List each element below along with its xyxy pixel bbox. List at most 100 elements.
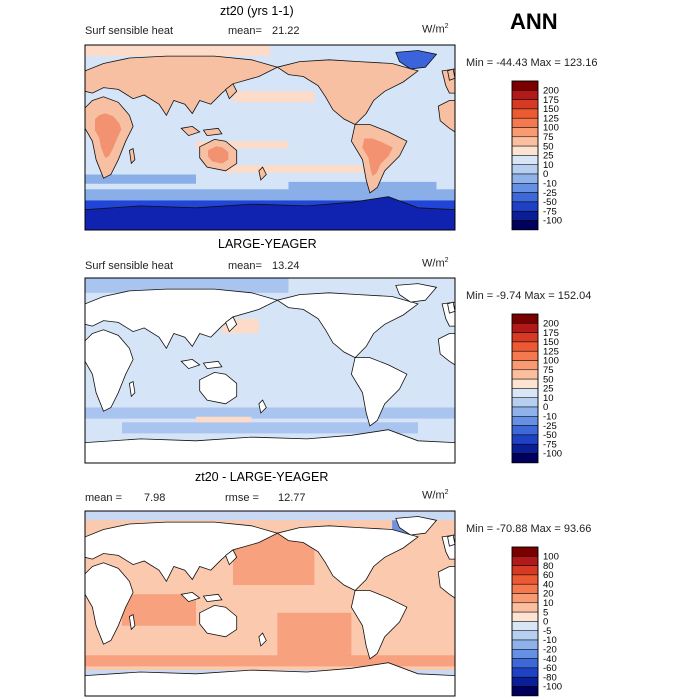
colorbar-level-11: -40 [543, 654, 557, 665]
colorbar-level-0: 200 [543, 319, 559, 330]
colorbar-swatch-11 [511, 183, 539, 193]
land-indonesia-1 [180, 358, 201, 370]
colorbar-level-4: 100 [543, 356, 559, 367]
colorbar-swatch-6 [511, 369, 539, 380]
land-africa-west [437, 333, 455, 366]
colorbar-level-10: -10 [543, 412, 557, 423]
panel-2-units: W/m2 [422, 257, 449, 270]
colorbar-level-9: -10 [543, 635, 557, 646]
southern-warm-streak [196, 416, 252, 423]
southern-cool-band-1 [85, 174, 196, 184]
north-pacific-warm [233, 533, 315, 585]
panel-1-mean-value: 21.22 [272, 25, 300, 37]
land-new-zealand [258, 632, 267, 647]
land-japan [225, 549, 238, 566]
colorbar-swatch-9 [511, 630, 539, 641]
colorbar-swatch-13 [511, 667, 539, 678]
land-eurasia [85, 521, 279, 583]
subtropical-warm-band [196, 141, 289, 149]
panel-3-rmse-value: 12.77 [278, 492, 306, 504]
colorbar-level-14: -100 [543, 449, 562, 460]
southern-cool-band-3 [85, 189, 455, 201]
land-europe-west [441, 68, 455, 94]
ocean-field [85, 278, 455, 463]
colorbar-swatch-7 [511, 378, 539, 389]
southern-band-2 [122, 422, 418, 434]
colorbar-swatch-11 [511, 416, 539, 426]
land-indonesia-2 [202, 593, 223, 603]
colorbar-swatch-2 [511, 565, 539, 576]
colorbar-swatch-1 [511, 556, 539, 566]
land-indonesia-1 [180, 125, 201, 137]
colorbar-swatch-15 [511, 686, 539, 697]
colorbar-swatch-0 [511, 313, 539, 324]
panel-3-minmax: Min = -70.88 Max = 93.66 [466, 523, 592, 535]
panel-2-mean-value: 13.24 [272, 260, 300, 272]
colorbar-level-6: 5 [543, 607, 548, 618]
colorbar-level-5: 10 [543, 598, 554, 609]
panel-1-field [84, 44, 456, 231]
land-greenland [395, 283, 438, 303]
colorbar-swatch-13 [511, 434, 539, 445]
land-s-america [350, 124, 408, 194]
colorbar-frame [511, 546, 539, 697]
colorbar-swatch-1 [511, 323, 539, 333]
colorbar-level-5: 75 [543, 132, 554, 143]
panel-1-content [85, 45, 455, 230]
land-s-america [350, 357, 408, 427]
colorbar-level-11: -25 [543, 421, 557, 432]
panel-3-content [85, 511, 455, 696]
panel-1-variable: Surf sensible heat [85, 25, 174, 37]
season-label: ANN [510, 9, 558, 34]
southern-cool-band-2 [288, 181, 437, 192]
colorbar-level-0: 200 [543, 86, 559, 97]
land-hot-africa [95, 113, 122, 158]
land-antarctica [85, 196, 455, 230]
colorbar-frame [511, 313, 539, 464]
colorbar-swatch-2 [511, 99, 539, 110]
panel-3-mean-label: mean = [85, 492, 122, 504]
colorbar-swatch-5 [511, 127, 539, 138]
land-greenland [395, 516, 438, 536]
land-europe-west [441, 534, 455, 560]
colorbar-level-3: 125 [543, 346, 559, 357]
land-australia [199, 138, 238, 172]
land-africa [85, 562, 134, 645]
colorbar-level-13: -80 [543, 672, 557, 683]
land-hot-s-america [362, 138, 393, 177]
panel-1-units: W/m2 [422, 23, 449, 36]
colorbar-swatch-10 [511, 639, 539, 650]
north-pacific-band [233, 91, 315, 103]
colorbar-swatch-3 [511, 108, 539, 119]
colorbar-level-8: -5 [543, 626, 551, 637]
colorbar-level-14: -100 [543, 216, 562, 227]
colorbar-swatch-8 [511, 621, 539, 631]
land-uk [447, 534, 455, 547]
colorbar-level-10: -10 [543, 179, 557, 190]
colorbar-level-2: 150 [543, 104, 559, 115]
colorbar-level-7: 0 [543, 617, 548, 628]
antarctic-margin [85, 200, 455, 212]
colorbar-swatch-4 [511, 350, 539, 361]
southern-ocean-warm [85, 655, 455, 667]
panel-3-units: W/m2 [422, 489, 449, 502]
land-madagascar [128, 381, 136, 398]
colorbar-level-8: 10 [543, 393, 554, 404]
land-japan [225, 83, 238, 100]
south-pacific-warm [277, 612, 352, 659]
land-madagascar [128, 613, 136, 631]
panel-2-content [85, 278, 455, 463]
colorbar-swatch-4 [511, 117, 539, 128]
colorbar-swatch-13 [511, 201, 539, 212]
panel-2-field [84, 277, 456, 464]
colorbar-swatch-9 [511, 397, 539, 408]
southern-band-1 [85, 407, 455, 419]
land-new-zealand [258, 399, 267, 414]
colorbar-level-11: -25 [543, 188, 557, 199]
colorbar-level-2: 150 [543, 337, 559, 348]
land-uk [447, 301, 455, 314]
panel-3-title: zt20 - LARGE-YEAGER [195, 470, 329, 484]
colorbar-swatch-6 [511, 136, 539, 147]
land-africa [85, 96, 134, 179]
